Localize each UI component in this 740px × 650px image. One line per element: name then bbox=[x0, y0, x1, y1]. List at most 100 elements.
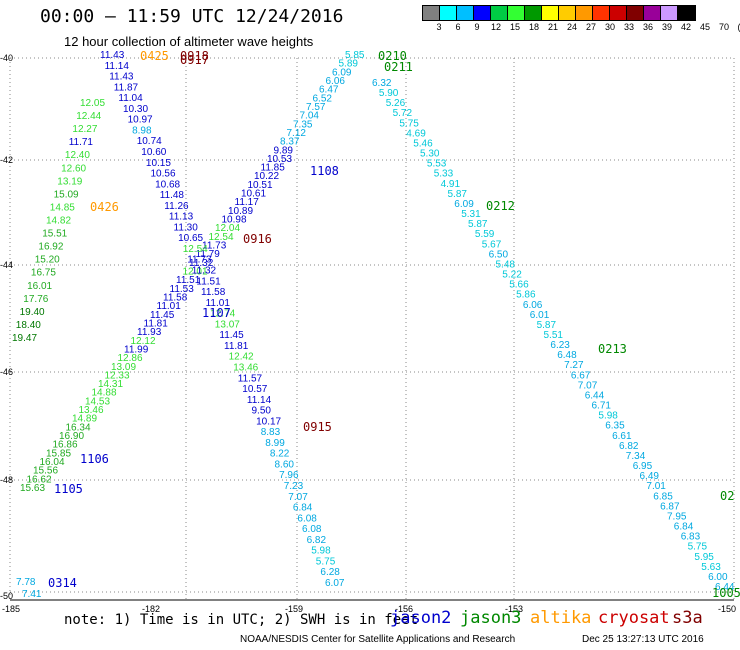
legend-label: 12 bbox=[490, 22, 501, 32]
lon-label: -159 bbox=[285, 604, 303, 614]
wave-height-value: 11.32 bbox=[189, 258, 214, 269]
legend-label: 21 bbox=[547, 22, 558, 32]
legend-swatch bbox=[440, 6, 457, 20]
wave-height-value: 19.47 bbox=[12, 333, 37, 344]
wave-height-value: 11.17 bbox=[235, 197, 260, 208]
wave-height-value: 16.75 bbox=[31, 268, 56, 279]
wave-height-value: 15.20 bbox=[35, 255, 60, 266]
wave-height-value: 5.98 bbox=[311, 546, 331, 557]
lon-label: -153 bbox=[505, 604, 523, 614]
wave-height-value: 12.04 bbox=[215, 223, 240, 234]
wave-height-value: 15.56 bbox=[33, 466, 58, 477]
wave-height-value: 12.12 bbox=[131, 336, 156, 347]
wave-height-value: 5.89 bbox=[339, 59, 359, 70]
wave-height-value: 6.08 bbox=[302, 524, 322, 535]
wave-height-value: 10.51 bbox=[248, 180, 273, 191]
wave-height-value: 7.57 bbox=[306, 102, 326, 113]
wave-height-value: 5.75 bbox=[688, 542, 708, 553]
wave-height-value: 7.23 bbox=[284, 481, 304, 492]
wave-height-value: 12.40 bbox=[65, 150, 90, 161]
wave-height-value: 6.09 bbox=[454, 199, 474, 210]
lon-label: -150 bbox=[718, 604, 736, 614]
page-subtitle: 12 hour collection of altimeter wave hei… bbox=[64, 34, 314, 49]
wave-height-value: 16.86 bbox=[53, 440, 78, 451]
wave-height-value: 5.30 bbox=[420, 149, 440, 160]
wave-height-value: 12.60 bbox=[61, 163, 86, 174]
pass-time-label: 0916 bbox=[243, 232, 272, 246]
wave-height-value: 12.86 bbox=[118, 353, 143, 364]
wave-height-value: 5.33 bbox=[434, 169, 454, 180]
legend-label: 33 bbox=[623, 22, 634, 32]
wave-height-value: 8.22 bbox=[270, 449, 290, 460]
wave-height-value: 11.13 bbox=[169, 212, 194, 223]
wave-height-value: 5.48 bbox=[496, 259, 516, 270]
wave-height-value: 6.44 bbox=[715, 582, 735, 593]
wave-height-value: 8.83 bbox=[261, 427, 281, 438]
wave-height-value: 6.28 bbox=[320, 567, 340, 578]
wave-height-value: 19.40 bbox=[20, 307, 45, 318]
wave-height-value: 10.89 bbox=[228, 206, 253, 217]
lat-label: -42 bbox=[0, 155, 13, 165]
wave-height-value: 14.89 bbox=[72, 414, 97, 425]
legend-label: 30 bbox=[604, 22, 615, 32]
legend-swatch bbox=[610, 6, 627, 20]
legend-swatch bbox=[576, 6, 593, 20]
pass-time-label: 1106 bbox=[80, 452, 109, 466]
wave-height-value: 5.67 bbox=[482, 239, 502, 250]
wave-height-value: 11.51 bbox=[196, 276, 221, 287]
wave-height-value: 15.63 bbox=[20, 483, 45, 494]
pass-time-label: 1105 bbox=[54, 482, 83, 496]
wave-height-value: 5.22 bbox=[502, 270, 522, 281]
wave-height-value: 5.86 bbox=[516, 290, 536, 301]
wave-height-value: 11.57 bbox=[238, 373, 263, 384]
wave-height-value: 11.32 bbox=[192, 266, 217, 277]
legend-label: 36 bbox=[642, 22, 653, 32]
wave-height-value: 5.95 bbox=[694, 552, 714, 563]
wave-height-value: 17.76 bbox=[23, 294, 48, 305]
legend-label: 70 bbox=[718, 22, 729, 32]
lat-label: -48 bbox=[0, 475, 13, 485]
wave-height-value: 6.82 bbox=[619, 441, 639, 452]
pass-time-label: 0917 bbox=[180, 53, 209, 67]
wave-height-value: 11.73 bbox=[202, 241, 227, 252]
wave-height-value: 6.00 bbox=[708, 572, 728, 583]
wave-height-value: 10.68 bbox=[155, 179, 180, 190]
map-grid bbox=[9, 57, 735, 601]
wave-height-value: 5.46 bbox=[413, 139, 433, 150]
wave-height-value: 9.50 bbox=[252, 406, 272, 417]
wave-height-value: 10.22 bbox=[254, 171, 279, 182]
wave-height-value: 11.73 bbox=[187, 255, 212, 266]
wave-height-value: 11.99 bbox=[124, 344, 149, 355]
wave-height-value: 11.58 bbox=[163, 293, 188, 304]
wave-height-value: 11.04 bbox=[118, 93, 143, 104]
wave-height-value: 13.46 bbox=[233, 363, 258, 374]
legend-swatch bbox=[627, 6, 644, 20]
wave-height-value: 10.74 bbox=[137, 136, 162, 147]
sat-s3a: s3a bbox=[672, 608, 703, 628]
pass-time-label: 0210 bbox=[378, 49, 407, 63]
wave-height-value: 15.51 bbox=[42, 229, 67, 240]
legend-label: 42 bbox=[680, 22, 691, 32]
lon-label: -182 bbox=[142, 604, 160, 614]
wave-height-value: 6.52 bbox=[313, 93, 333, 104]
wave-height-value: 6.82 bbox=[307, 535, 327, 546]
wave-height-value: 5.26 bbox=[386, 98, 406, 109]
sat-jason3: jason3 bbox=[460, 608, 522, 628]
wave-height-value: 10.98 bbox=[222, 215, 247, 226]
wave-height-value: 6.09 bbox=[332, 67, 352, 78]
credit-text: NOAA/NESDIS Center for Satellite Applica… bbox=[240, 634, 516, 645]
wave-height-value: 5.51 bbox=[544, 330, 564, 341]
wave-height-value: 12.01 bbox=[183, 267, 208, 278]
wave-height-value: 11.53 bbox=[170, 284, 195, 295]
pass-time-label: 1108 bbox=[310, 164, 339, 178]
color-legend bbox=[422, 5, 696, 21]
wave-height-value: 13.09 bbox=[111, 362, 136, 373]
wave-height-value: 16.92 bbox=[38, 242, 63, 253]
wave-height-value: 4.69 bbox=[406, 128, 426, 139]
legend-swatch bbox=[644, 6, 661, 20]
wave-height-value: 15.09 bbox=[54, 189, 79, 200]
wave-height-value: 12.44 bbox=[76, 111, 101, 122]
legend-swatch bbox=[457, 6, 474, 20]
wave-height-value: 6.07 bbox=[325, 578, 345, 589]
